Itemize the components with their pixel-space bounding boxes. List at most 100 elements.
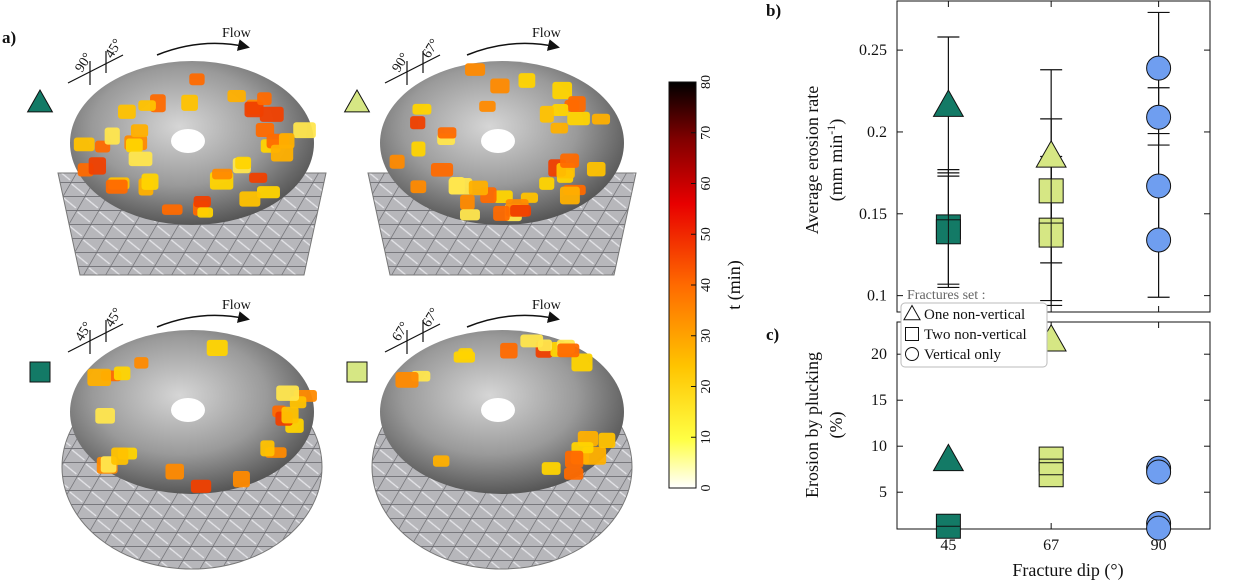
eroded-patch — [437, 127, 457, 139]
panel-b-ytick-label: 0.1 — [867, 288, 887, 305]
panel-c-point-1 — [932, 443, 965, 472]
eroded-patch — [389, 154, 405, 169]
panel-b-yticks: 0.1 0.15 0.2 0.25 — [859, 1, 1210, 312]
panel-c-ytick-label: 5 — [879, 484, 887, 501]
colorbar-label: t (min) — [724, 260, 745, 310]
eroded-patch — [270, 144, 294, 162]
panel-c-ylabel-line2: (%) — [826, 412, 847, 439]
panel-c-ticks: 5 10 15 20 45 67 90 — [871, 322, 1210, 554]
eroded-patch — [193, 195, 211, 208]
eroded-patch — [206, 339, 228, 357]
eroded-patch — [278, 133, 295, 149]
panel-c-ylabel-line1: Erosion by plucking — [802, 352, 822, 498]
eroded-patch — [568, 96, 586, 113]
eroded-patch — [227, 89, 246, 103]
eroded-patch — [571, 353, 593, 372]
eroded-patch — [281, 406, 299, 424]
eroded-patch — [468, 180, 489, 196]
legend-marker-triangle — [903, 304, 921, 321]
panel-c-point-7 — [1146, 459, 1172, 485]
colorbar-tick-label: 40 — [699, 278, 714, 292]
eroded-patch — [256, 186, 280, 199]
disc-render-3: Flow 45°45° — [29, 298, 323, 570]
eroded-patch — [181, 94, 198, 111]
eroded-patch — [560, 153, 580, 168]
panel-b-point-1 — [932, 89, 965, 117]
eroded-patch — [433, 455, 450, 467]
angle-label-first: 90° — [73, 51, 96, 76]
eroded-patch — [111, 447, 129, 465]
colorbar-ticks: 0 10 20 30 40 50 60 70 80 — [691, 75, 714, 492]
eroded-patch — [448, 178, 473, 195]
eroded-patch — [591, 113, 611, 125]
flow-label: Flow — [532, 26, 562, 41]
panel-b-point-4 — [1035, 139, 1067, 168]
eroded-patch — [113, 366, 131, 381]
panel-b-point-8 — [1146, 55, 1172, 81]
eroded-patch — [232, 471, 250, 488]
eroded-patch — [410, 116, 426, 130]
central-hole — [481, 129, 515, 153]
eroded-patch — [197, 207, 214, 218]
eroded-patch — [490, 78, 510, 94]
eroded-patch — [557, 343, 580, 358]
eroded-patch — [249, 172, 268, 183]
eroded-patch — [410, 180, 427, 194]
eroded-patch — [430, 162, 454, 177]
eroded-patch — [95, 407, 115, 424]
eroded-patch — [538, 339, 553, 352]
legend-marker-circle — [905, 347, 919, 361]
eroded-patches — [73, 73, 316, 218]
panel-b-ylabel-line2: (mm min-1) — [824, 119, 847, 202]
panel-b-point-9 — [1146, 104, 1172, 130]
eroded-patch — [293, 122, 316, 139]
flow-arrow — [156, 311, 250, 328]
panel-b-point-11 — [1146, 227, 1172, 253]
eroded-patch — [564, 467, 584, 480]
eroded-patch — [567, 111, 590, 126]
panel-a-marker-1 — [26, 88, 54, 113]
panel-b-ytick-label: 0.15 — [859, 206, 887, 223]
eroded-patch — [190, 479, 212, 493]
eroded-patches — [87, 339, 317, 493]
colorbar-tick-label: 0 — [699, 485, 714, 492]
legend-entry-label: One non-vertical — [924, 307, 1025, 323]
central-hole — [171, 129, 205, 153]
colorbar-tick-label: 60 — [699, 177, 714, 191]
eroded-patch — [104, 127, 120, 145]
flow-arrow — [156, 39, 250, 56]
eroded-patch — [276, 385, 300, 401]
colorbar-tick-label: 50 — [699, 227, 714, 241]
colorbar-tick-label: 70 — [699, 126, 714, 140]
flow-label: Flow — [532, 298, 562, 313]
eroded-patch — [87, 368, 112, 386]
eroded-patch — [479, 100, 496, 112]
eroded-patch — [239, 191, 261, 207]
angle-label-first: 90° — [390, 51, 413, 76]
eroded-patch — [551, 104, 569, 117]
disc-render-1: Flow 90°45° — [26, 26, 327, 276]
eroded-patch — [453, 351, 475, 363]
eroded-patch — [518, 73, 536, 88]
angle-label-first: 45° — [73, 320, 96, 345]
eroded-patch — [564, 450, 584, 468]
panel-b-axes-frame — [896, 0, 1211, 313]
eroded-patch — [395, 371, 419, 388]
colorbar-tick-label: 10 — [699, 430, 714, 444]
panel-c-label: c) — [766, 325, 779, 344]
panel-b-ytick-label: 0.25 — [859, 42, 887, 59]
eroded-patch — [460, 194, 475, 210]
eroded-patch — [130, 124, 149, 138]
eroded-patch — [541, 462, 561, 475]
flow-label: Flow — [222, 298, 252, 313]
panel-c: c) 5 10 15 20 45 67 90 Erosion by plucking (%)… — [766, 288, 1211, 581]
eroded-patch — [260, 440, 275, 457]
panel-b-ylabel-line1: Average erosion rate — [802, 86, 822, 235]
eroded-patch — [212, 168, 233, 180]
eroded-patch — [125, 138, 143, 153]
x-tick-label: 67 — [1043, 537, 1059, 554]
eroded-patch — [255, 123, 275, 138]
panel-b-ytick-label: 0.2 — [867, 124, 887, 141]
